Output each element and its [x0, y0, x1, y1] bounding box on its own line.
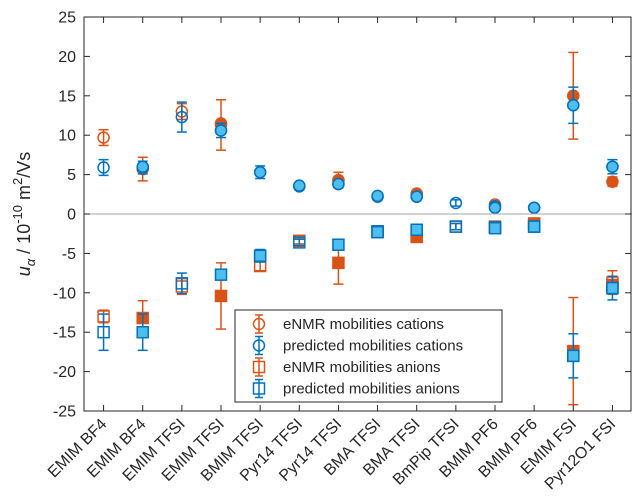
circle-marker	[293, 179, 306, 192]
y-axis-label: uα / 10-10 m2/Vs	[10, 152, 38, 277]
legend-label: predicted mobilities anions	[283, 381, 460, 398]
square-marker	[253, 249, 267, 263]
square-marker	[214, 268, 228, 281]
circle-marker	[606, 160, 619, 173]
square-marker	[136, 325, 149, 339]
circle-marker	[214, 124, 228, 137]
square-marker	[371, 225, 384, 239]
legend-label: eNMR mobilities anions	[283, 359, 441, 376]
y-tick-label: 5	[67, 167, 76, 184]
circle-marker	[253, 165, 267, 179]
ylabel-base: 10	[14, 224, 34, 244]
axes	[83, 16, 632, 412]
series-7	[136, 220, 619, 363]
circle-marker	[606, 175, 619, 188]
circle-marker	[527, 201, 541, 214]
y-tick-label: -25	[53, 404, 76, 421]
circle-marker	[488, 201, 502, 214]
square-marker	[410, 223, 423, 237]
legend-marker	[252, 360, 266, 374]
circle-marker	[371, 189, 384, 203]
square-marker	[567, 349, 580, 363]
circle-marker	[567, 99, 580, 112]
y-tick-label: -15	[53, 325, 76, 342]
square-marker	[332, 238, 345, 251]
square-marker	[332, 256, 345, 270]
ylabel-subscript: α	[23, 258, 38, 266]
square-marker	[214, 289, 228, 303]
series-3	[136, 99, 619, 214]
legend: eNMR mobilities cations predicted mobilit…	[234, 309, 503, 403]
circle-marker	[97, 131, 110, 144]
series-2	[97, 86, 619, 214]
data-layer	[97, 51, 619, 406]
ylabel-unit-exponent: 2	[10, 178, 25, 185]
square-marker	[527, 220, 541, 233]
y-tick-label: -20	[53, 364, 76, 381]
y-tick-label: -5	[62, 246, 76, 263]
square-marker	[293, 236, 306, 249]
square-marker	[97, 325, 110, 339]
square-marker	[488, 221, 502, 235]
y-tick-label: -10	[53, 285, 76, 302]
square-marker	[175, 277, 189, 290]
legend-marker	[252, 339, 266, 352]
x-tick-label: Pyr12O1 FSI	[542, 416, 619, 493]
ylabel-exponent: -10	[10, 205, 25, 224]
legend-box	[234, 309, 503, 403]
y-tick-label: 15	[58, 88, 76, 105]
legend-marker	[252, 382, 266, 395]
y-tick-label: 0	[67, 207, 76, 224]
ylabel-symbol: u	[14, 266, 34, 276]
y-axis-label-text: uα / 10-10 m2/Vs	[10, 152, 38, 277]
circle-marker	[136, 160, 149, 173]
square-marker	[606, 281, 619, 295]
legend-label: predicted mobilities cations	[283, 338, 463, 355]
circle-marker	[410, 190, 423, 203]
circle-marker	[449, 196, 463, 210]
y-tick-label: 10	[58, 128, 76, 145]
circle-marker	[332, 177, 345, 191]
y-tick-label: 20	[58, 49, 76, 66]
circle-marker	[175, 110, 189, 124]
ylabel-unit: m	[14, 185, 34, 205]
legend-marker	[252, 317, 266, 331]
series-1	[136, 89, 619, 200]
y-tick-label: 25	[58, 10, 76, 27]
ylabel-unit-suffix: /Vs	[14, 152, 34, 178]
circle-marker	[97, 161, 110, 174]
legend-label: eNMR mobilities cations	[283, 316, 444, 333]
square-marker	[449, 220, 463, 233]
ylabel-separator: /	[14, 244, 34, 259]
